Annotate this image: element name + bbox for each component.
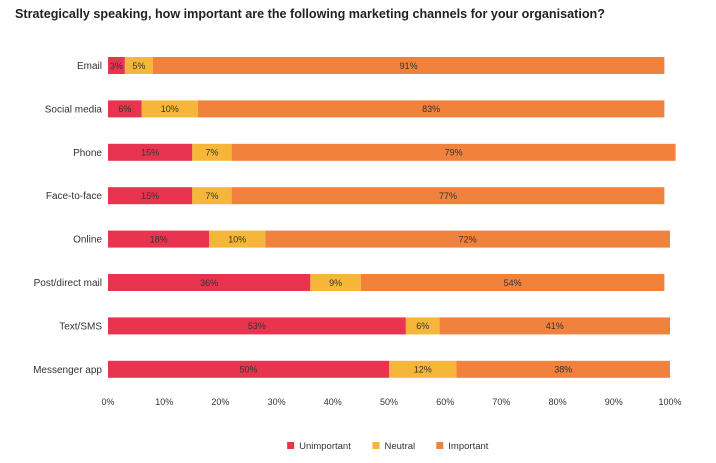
x-tick-label: 10%	[155, 397, 173, 407]
category-label: Post/direct mail	[34, 278, 102, 289]
data-label: 38%	[554, 365, 572, 375]
bar-segment	[265, 230, 670, 248]
data-label: 5%	[132, 61, 145, 71]
bar-segment	[439, 317, 670, 335]
data-label: 15%	[141, 148, 159, 158]
bar-segment	[108, 187, 193, 205]
data-label: 36%	[200, 278, 218, 288]
chart-title: Strategically speaking, how important ar…	[15, 7, 605, 21]
bar-segment	[192, 187, 232, 205]
bar-segment	[231, 187, 665, 205]
legend-item: Neutral	[372, 441, 416, 452]
bar-segment	[108, 143, 193, 161]
bar-row: Online 18% 10% 72%	[73, 230, 670, 248]
bar-segment	[389, 360, 457, 378]
legend-swatch	[287, 442, 295, 449]
bar-segment	[360, 274, 665, 291]
data-label: 6%	[416, 321, 429, 331]
legend-swatch	[372, 442, 380, 449]
legend-swatch	[436, 442, 444, 449]
legend-item: Important	[436, 441, 489, 452]
bar-segment	[197, 100, 665, 118]
category-label: Text/SMS	[59, 321, 102, 332]
data-label: 41%	[546, 321, 564, 331]
data-label: 10%	[228, 234, 246, 244]
bar-segment	[310, 274, 361, 291]
bar-segment	[108, 100, 142, 118]
category-label: Messenger app	[33, 365, 102, 376]
x-tick-label: 80%	[549, 397, 567, 407]
category-label: Online	[73, 235, 102, 246]
data-label: 9%	[329, 278, 342, 288]
data-label: 15%	[141, 191, 159, 201]
data-label: 54%	[504, 278, 522, 288]
data-label: 91%	[400, 61, 418, 71]
x-tick-label: 30%	[268, 397, 286, 407]
bar-segment	[405, 317, 440, 335]
data-label: 83%	[422, 104, 440, 114]
legend-label: Unimportant	[299, 441, 351, 452]
data-label: 77%	[439, 191, 457, 201]
bar-segment	[456, 360, 670, 378]
bar-row: Email 3% 5% 91%	[77, 57, 665, 74]
bar-row: Face-to-face 15% 7% 77%	[46, 187, 665, 205]
bar-segment	[108, 230, 210, 248]
category-label: Email	[77, 61, 102, 72]
bar-segment	[108, 360, 389, 378]
bar-segment	[152, 57, 665, 74]
bar-row: Messenger app 50% 12% 38%	[33, 360, 670, 378]
data-label: 10%	[161, 104, 179, 114]
data-label: 7%	[205, 148, 218, 158]
data-label: 3%	[110, 61, 123, 71]
x-tick-label: 40%	[324, 397, 342, 407]
bar-segment	[108, 317, 406, 335]
x-tick-label: 20%	[211, 397, 229, 407]
x-tick-label: 100%	[658, 397, 681, 407]
x-tick-label: 90%	[605, 397, 623, 407]
data-label: 72%	[459, 234, 477, 244]
bar-segment	[124, 57, 153, 74]
data-label: 12%	[414, 365, 432, 375]
bar-row: Post/direct mail 36% 9% 54%	[34, 274, 665, 291]
legend-label: Important	[448, 441, 488, 452]
legend-label: Neutral	[385, 441, 416, 452]
data-label: 6%	[118, 104, 131, 114]
data-label: 53%	[248, 321, 266, 331]
bar-segment	[108, 57, 125, 74]
bar-row: Phone 15% 7% 79%	[73, 143, 676, 161]
legend-item: Unimportant	[287, 441, 351, 452]
bar-row: Social media 6% 10% 83%	[45, 100, 665, 118]
bar-segment	[108, 274, 311, 291]
bar-segment	[141, 100, 198, 118]
x-tick-label: 50%	[380, 397, 398, 407]
category-label: Social media	[45, 104, 103, 115]
bar-segment	[192, 143, 232, 161]
x-tick-label: 60%	[436, 397, 454, 407]
data-label: 79%	[445, 148, 463, 158]
bar-segment	[231, 143, 676, 161]
bar-segment	[209, 230, 266, 248]
data-label: 50%	[239, 365, 257, 375]
bar-row: Text/SMS 53% 6% 41%	[59, 317, 670, 335]
data-label: 7%	[205, 191, 218, 201]
x-tick-label: 0%	[101, 397, 114, 407]
data-label: 18%	[150, 234, 168, 244]
category-label: Phone	[73, 148, 102, 159]
x-tick-label: 70%	[492, 397, 510, 407]
category-label: Face-to-face	[46, 191, 103, 202]
